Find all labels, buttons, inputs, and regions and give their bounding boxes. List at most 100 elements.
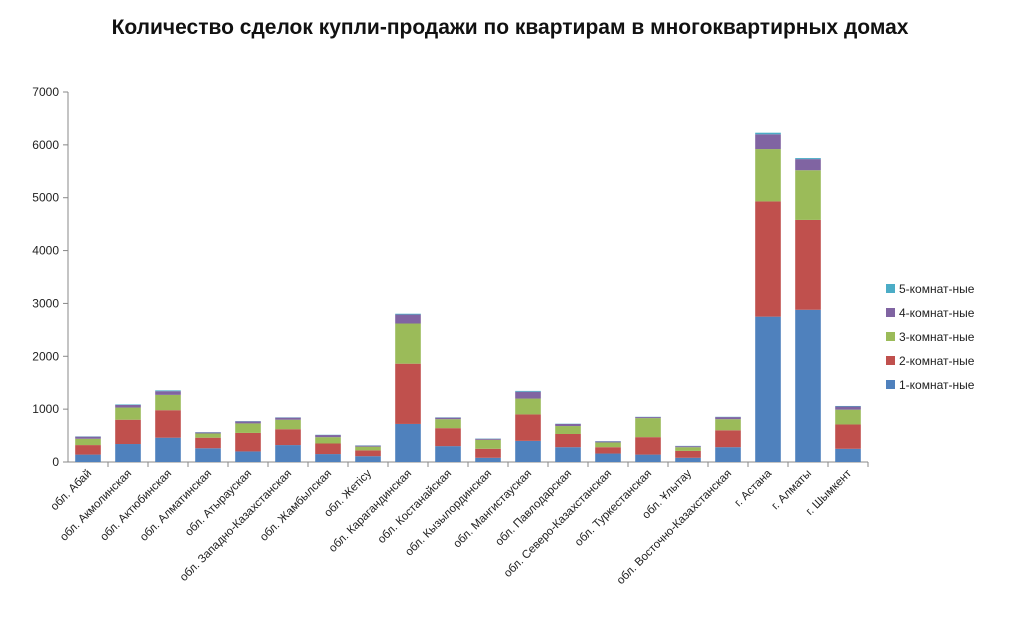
chart-title: Количество сделок купли-продажи по кварт… <box>111 16 909 39</box>
bar-segment <box>195 433 221 438</box>
bar-segment <box>395 363 421 424</box>
bar-segment <box>555 423 581 427</box>
bar-segment <box>795 309 821 462</box>
bar-segment <box>595 442 621 448</box>
x-tick-label: г. Астана <box>732 467 774 509</box>
legend-label: 1-комнат-ные <box>899 378 975 392</box>
bar-segment <box>75 454 101 462</box>
bar-segment <box>635 454 661 462</box>
legend-swatch <box>886 332 895 341</box>
bar-segment <box>395 423 421 462</box>
bar-segment <box>115 419 141 445</box>
bar-segment <box>715 447 741 462</box>
bar-segment <box>275 419 301 430</box>
bar-segment <box>355 445 381 447</box>
bar-segment <box>515 440 541 462</box>
legend-label: 4-комнат-ные <box>899 306 975 320</box>
bar-segment <box>635 437 661 455</box>
legend-swatch <box>886 356 895 365</box>
bar-segment <box>755 134 781 150</box>
bar-segment <box>635 418 661 438</box>
bar-segment <box>515 398 541 415</box>
bar-segment <box>715 419 741 431</box>
legend-swatch <box>886 308 895 317</box>
bar-segment <box>435 428 461 447</box>
legend-label: 3-комнат-ные <box>899 330 975 344</box>
legend-swatch <box>886 284 895 293</box>
bar-segment <box>115 407 141 420</box>
legend-label: 5-комнат-ные <box>899 282 975 296</box>
y-tick-label: 3000 <box>32 296 59 310</box>
x-tick-label: обл. Павлодарская <box>493 468 574 549</box>
bar-segment <box>795 159 821 171</box>
y-tick-label: 1000 <box>32 402 59 416</box>
bar-segment <box>555 426 581 434</box>
y-tick-label: 7000 <box>32 85 59 99</box>
bar-segment <box>275 445 301 462</box>
bar-segment <box>315 435 341 438</box>
bar-segment <box>435 419 461 429</box>
bar-segment <box>715 417 741 420</box>
bar-segment <box>235 423 261 433</box>
bar-segment <box>115 444 141 462</box>
bar-segment <box>515 414 541 441</box>
bar-segment <box>835 409 861 425</box>
bar-segment <box>275 429 301 446</box>
x-tick-label: обл. Костанайская <box>376 468 454 546</box>
x-tick-label: обл. Мангистауская <box>451 468 534 551</box>
x-tick-label: обл. Туркестанская <box>573 468 654 549</box>
bar-segment <box>595 447 621 454</box>
bar-segment <box>475 438 501 440</box>
bar-segment <box>715 430 741 448</box>
bar-segment <box>755 316 781 462</box>
bar-segment <box>515 390 541 392</box>
bar-segment <box>355 446 381 451</box>
bar-segment <box>835 424 861 449</box>
y-tick-label: 0 <box>52 455 59 469</box>
x-tick-label: обл. Акмолинская <box>58 468 134 544</box>
bar-segment <box>555 447 581 462</box>
bar-segment <box>155 394 181 411</box>
bar-segment <box>355 450 381 457</box>
bar-segment <box>195 437 221 449</box>
bar-segment <box>515 391 541 399</box>
bar-segment <box>235 451 261 462</box>
x-tick-label: обл. Жамбылская <box>258 468 334 544</box>
bar-segment <box>795 158 821 160</box>
y-tick-label: 2000 <box>32 349 59 363</box>
bar-segment <box>675 457 701 462</box>
bar-segment <box>315 437 341 444</box>
bar-segment <box>435 446 461 462</box>
bar-segment <box>675 450 701 458</box>
bar-segment <box>595 441 621 443</box>
bar-segment <box>475 439 501 449</box>
bar-segment <box>75 445 101 455</box>
bar-segment <box>755 132 781 135</box>
bar-segment <box>795 170 821 220</box>
bar-segment <box>275 417 301 420</box>
bar-segment <box>75 436 101 439</box>
bar-segment <box>395 313 421 315</box>
bar-segment <box>755 149 781 202</box>
bar-segment <box>315 454 341 462</box>
bar-segment <box>155 390 181 392</box>
bar-segment <box>635 417 661 419</box>
bar-segment <box>315 443 341 455</box>
bar-segment <box>195 448 221 462</box>
bar-segment <box>155 410 181 438</box>
legend-label: 2-комнат-ные <box>899 354 975 368</box>
bar-segment <box>395 323 421 364</box>
bar-segment <box>435 417 461 420</box>
bar-segment <box>795 219 821 310</box>
bar-segment <box>155 391 181 395</box>
bar-segment <box>675 447 701 451</box>
axes: 0 1000 2000 3000 4000 5000 6000 7000 <box>32 85 869 469</box>
bar-segment <box>155 437 181 462</box>
legend-swatch <box>886 380 895 389</box>
bar-segment <box>115 404 141 408</box>
bar-segment <box>835 405 861 407</box>
bar-segment <box>675 446 701 448</box>
bar-segment <box>595 453 621 462</box>
